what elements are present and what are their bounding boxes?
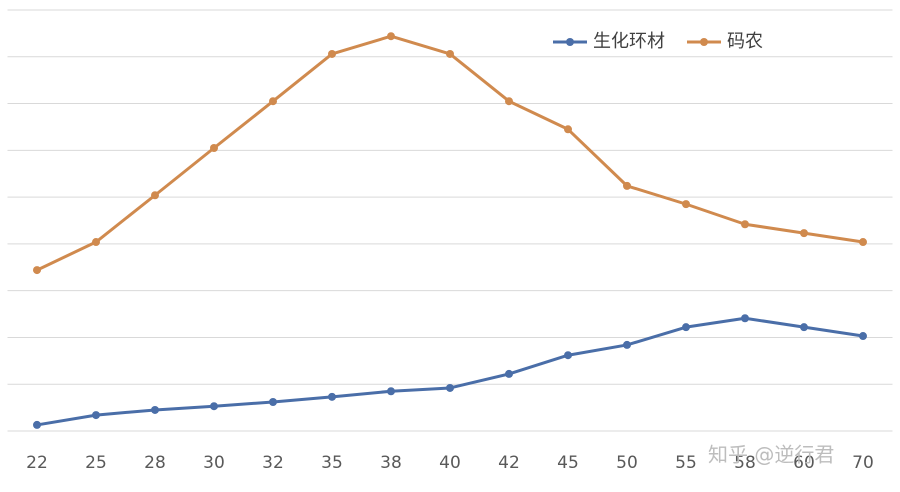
x-tick-label: 55: [675, 453, 697, 473]
x-tick-label: 35: [321, 453, 343, 473]
point: [92, 238, 100, 247]
point: [623, 181, 631, 190]
point: [682, 200, 690, 209]
x-tick-label: 30: [203, 453, 225, 473]
point: [446, 383, 454, 392]
point: [151, 405, 159, 414]
point: [505, 369, 513, 378]
point: [210, 402, 218, 411]
x-tick-label: 38: [380, 453, 402, 473]
point: [800, 323, 808, 332]
series-line: [36, 34, 864, 272]
x-tick-label: 50: [616, 453, 638, 473]
x-tick-label: 60: [793, 453, 815, 473]
x-tick-label: 40: [439, 453, 461, 473]
point: [328, 392, 336, 401]
x-tick-label: 70: [852, 453, 874, 473]
x-tick-label: 32: [262, 453, 284, 473]
x-tick-label: 58: [734, 453, 756, 473]
point: [269, 97, 277, 106]
legend: 生化环材 码农: [553, 31, 763, 52]
point: [800, 229, 808, 238]
point: [741, 314, 749, 323]
point: [328, 49, 336, 58]
point: [387, 387, 395, 396]
x-tick-label: 45: [557, 453, 579, 473]
point: [564, 125, 572, 134]
point: [741, 220, 749, 229]
point: [505, 97, 513, 106]
x-tick-label: 28: [144, 453, 166, 473]
point: [564, 351, 572, 360]
point: [151, 191, 159, 200]
watermark: 知乎 @逆行君: [708, 443, 834, 467]
x-tick-label: 25: [85, 453, 107, 473]
point: [387, 32, 395, 41]
point: [859, 238, 867, 247]
point: [33, 266, 41, 275]
legend-label: 生化环材: [593, 31, 665, 52]
point: [446, 49, 454, 58]
point: [210, 143, 218, 152]
point: [623, 340, 631, 349]
x-tick-label: 22: [26, 453, 48, 473]
legend-label: 码农: [727, 31, 763, 52]
legend-marker: [566, 38, 574, 46]
series-line: [36, 316, 864, 427]
x-tick-label: 42: [498, 453, 520, 473]
point: [33, 420, 41, 429]
legend-marker: [700, 38, 708, 46]
point: [859, 332, 867, 341]
point: [92, 411, 100, 420]
point: [269, 397, 277, 406]
point: [682, 323, 690, 332]
